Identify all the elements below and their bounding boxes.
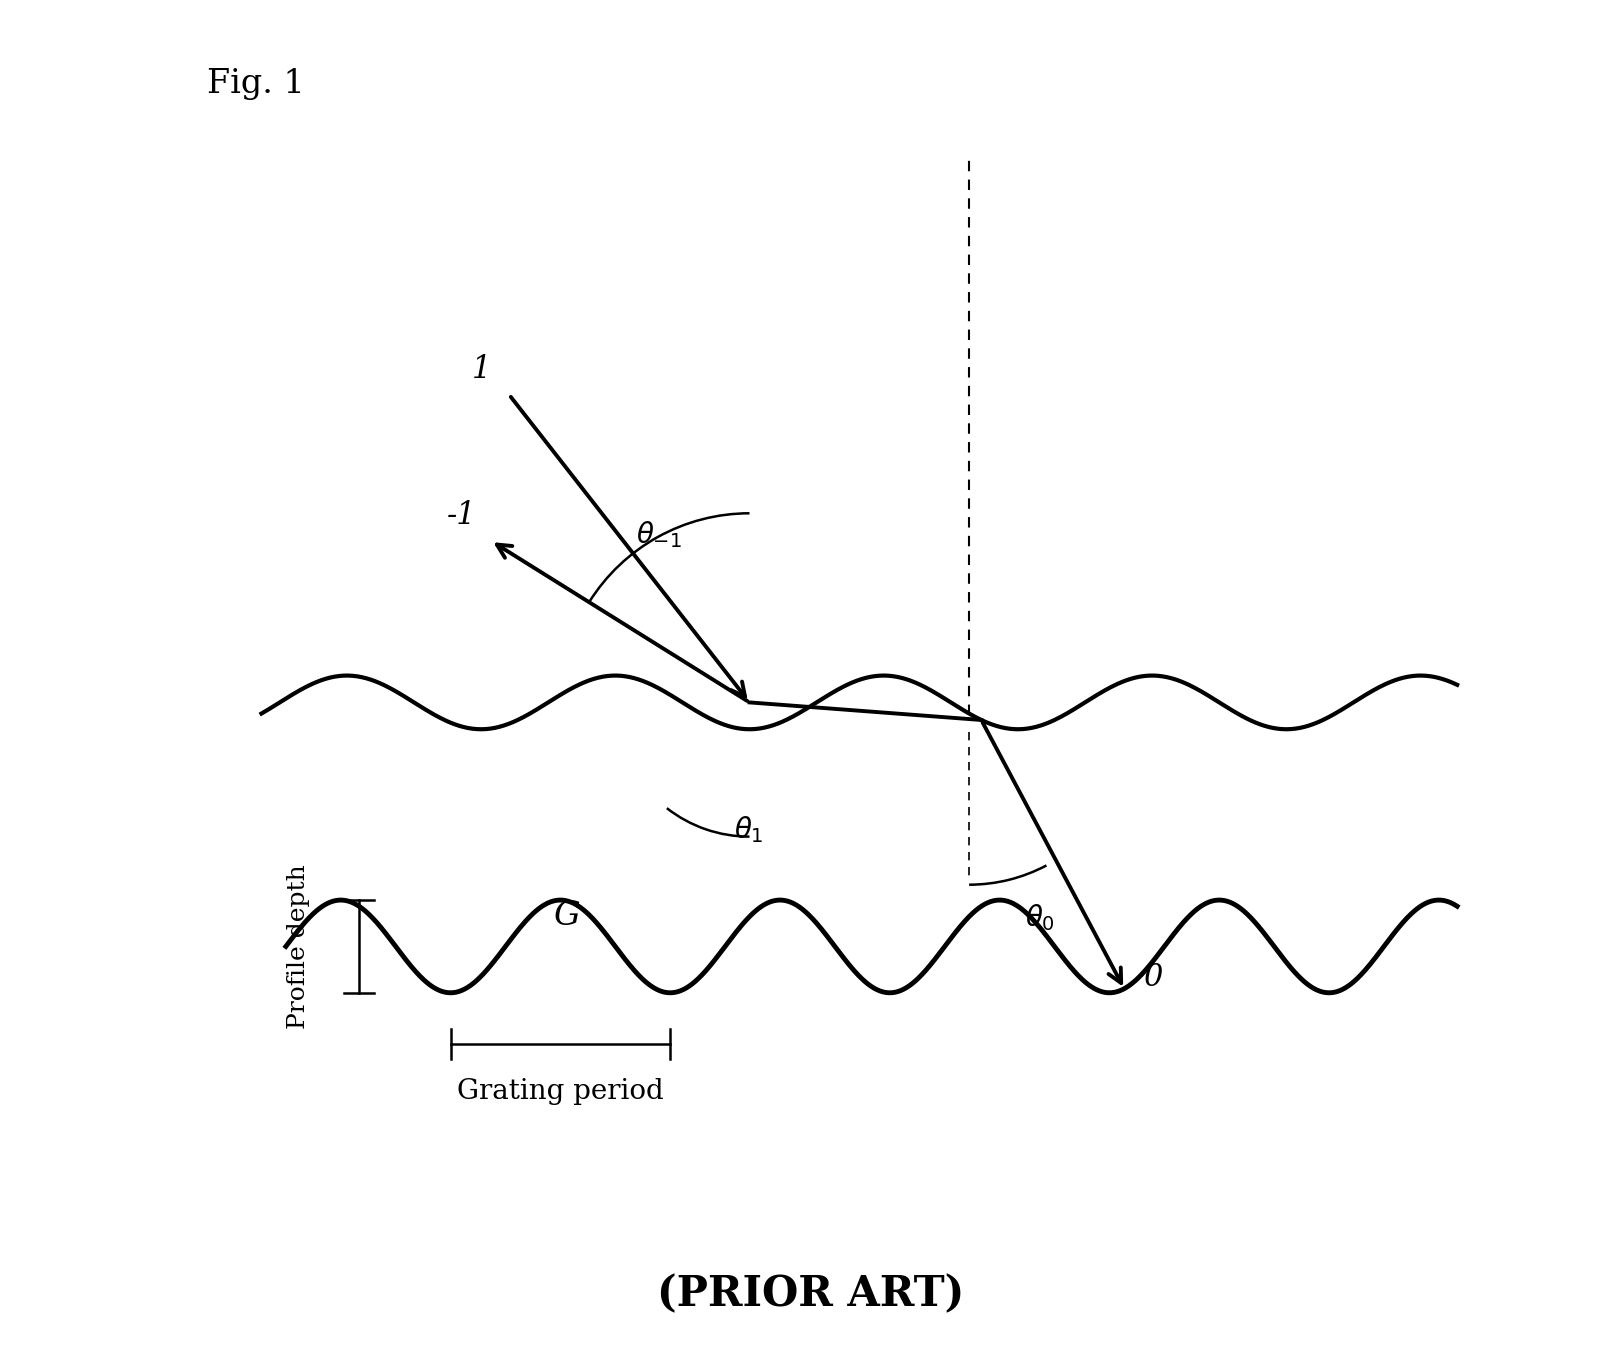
Text: G: G — [553, 900, 580, 932]
Text: Fig. 1: Fig. 1 — [206, 68, 305, 100]
Text: $\theta_{-1}$: $\theta_{-1}$ — [637, 519, 682, 549]
Text: 1: 1 — [472, 354, 491, 385]
Text: Profile depth: Profile depth — [287, 864, 310, 1029]
Text: -1: -1 — [446, 500, 477, 532]
Text: $\theta_1$: $\theta_1$ — [734, 814, 763, 845]
Text: 0: 0 — [1143, 961, 1162, 993]
Text: (PRIOR ART): (PRIOR ART) — [657, 1273, 964, 1315]
Text: $\theta_0$: $\theta_0$ — [1024, 902, 1055, 933]
Text: Grating period: Grating period — [457, 1078, 663, 1105]
